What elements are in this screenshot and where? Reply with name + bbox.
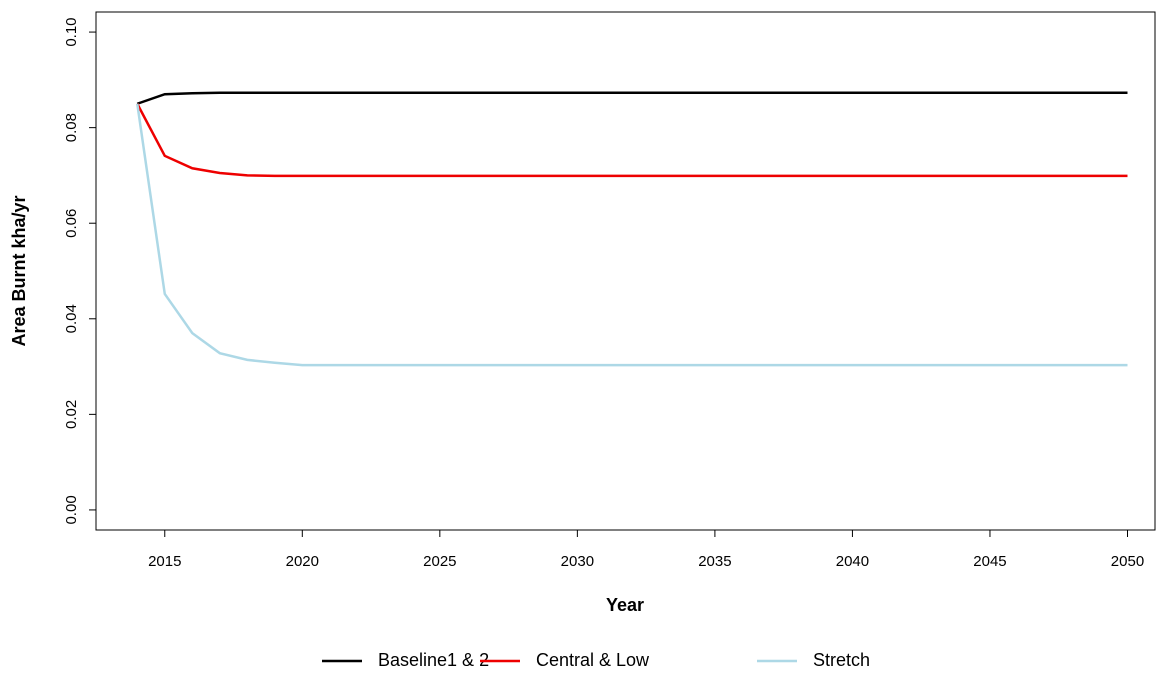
series-line [136, 103, 1128, 178]
x-tick-label: 2020 [286, 553, 319, 570]
series-line [136, 103, 1128, 367]
plot-frame [95, 11, 1156, 531]
x-tick-label: 2045 [973, 553, 1006, 570]
y-tick-label: 0.00 [63, 495, 80, 524]
y-tick-label: 0.04 [63, 304, 80, 333]
x-tick-label: 2035 [698, 553, 731, 570]
series-line [136, 91, 1128, 105]
x-axis-label: Year [606, 595, 644, 615]
x-tick-label: 2030 [561, 553, 594, 570]
y-tick-label: 0.02 [63, 400, 80, 429]
y-axis-label: Area Burnt kha/yr [9, 195, 29, 346]
legend-label: Central & Low [536, 650, 650, 670]
x-tick-label: 2050 [1111, 553, 1144, 570]
y-tick-label: 0.10 [63, 17, 80, 46]
x-tick-label: 2025 [423, 553, 456, 570]
legend-label: Baseline1 & 2 [378, 650, 489, 670]
x-tick-label: 2015 [148, 553, 181, 570]
y-tick-label: 0.08 [63, 113, 80, 142]
legend-label: Stretch [813, 650, 870, 670]
x-tick-label: 2040 [836, 553, 869, 570]
y-tick-label: 0.06 [63, 209, 80, 238]
